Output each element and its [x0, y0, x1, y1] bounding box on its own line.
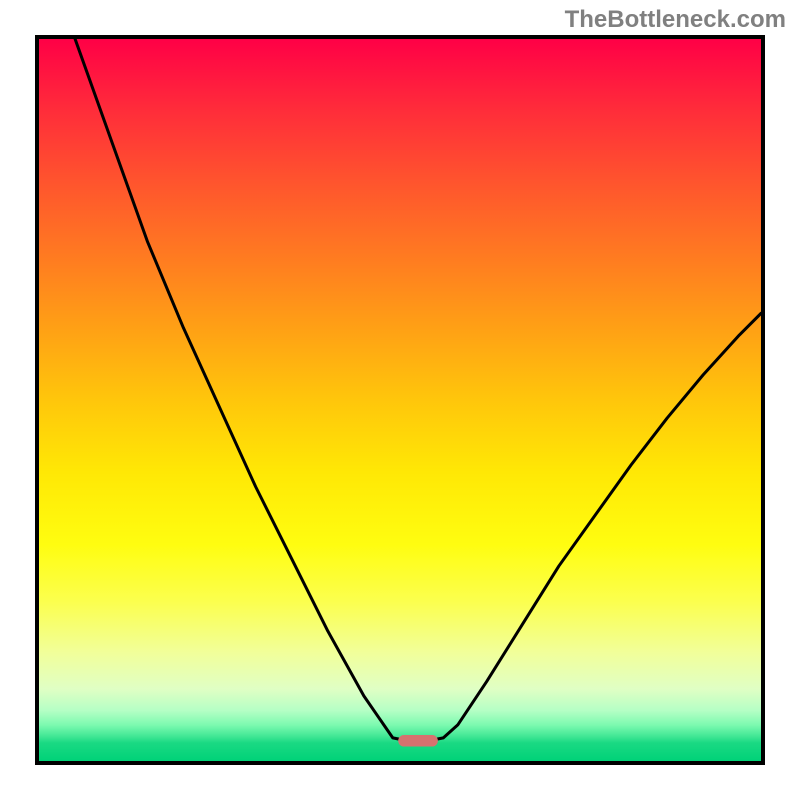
watermark-text: TheBottleneck.com [565, 6, 786, 34]
root: TheBottleneck.com [0, 0, 800, 800]
chart-background [39, 39, 761, 761]
bottleneck-chart [39, 39, 761, 761]
chart-frame [35, 35, 765, 765]
optimal-marker [398, 735, 438, 747]
